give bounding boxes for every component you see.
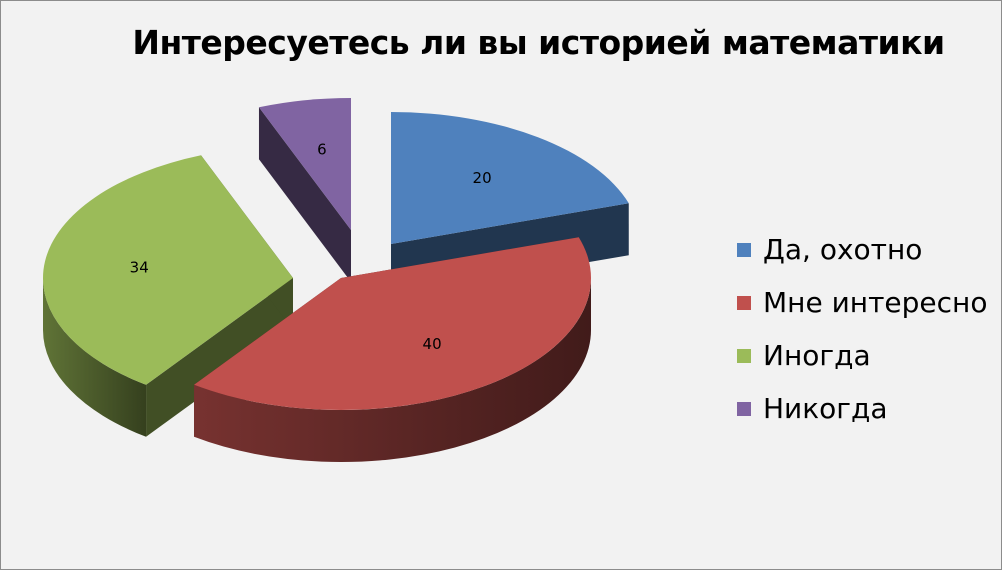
label-nikogda: 6 xyxy=(317,141,327,159)
chart-legend: Да, охотно Мне интересно Иногда Никогда xyxy=(737,223,987,435)
legend-swatch xyxy=(737,242,751,257)
legend-swatch xyxy=(737,348,751,363)
legend-label: Никогда xyxy=(763,392,888,425)
legend-label: Иногда xyxy=(763,339,871,372)
slice-inogda xyxy=(43,155,293,437)
label-mne-interesno: 40 xyxy=(423,335,442,353)
legend-swatch xyxy=(737,401,751,416)
label-inogda: 34 xyxy=(130,259,149,277)
slice-nikogda xyxy=(258,98,351,282)
legend-swatch xyxy=(737,295,751,310)
chart-title: Интересуетесь ли вы историей математики xyxy=(132,23,945,62)
legend-item-mne-interesno: Мне интересно xyxy=(737,276,987,329)
legend-item-da-okhotno: Да, охотно xyxy=(737,223,987,276)
slice-mne-interesno xyxy=(194,237,591,463)
legend-label: Мне интересно xyxy=(763,286,988,319)
label-da-okhotno: 20 xyxy=(473,169,492,187)
legend-item-inogda: Иногда xyxy=(737,329,987,382)
legend-label: Да, охотно xyxy=(763,233,923,266)
legend-item-nikogda: Никогда xyxy=(737,382,987,435)
